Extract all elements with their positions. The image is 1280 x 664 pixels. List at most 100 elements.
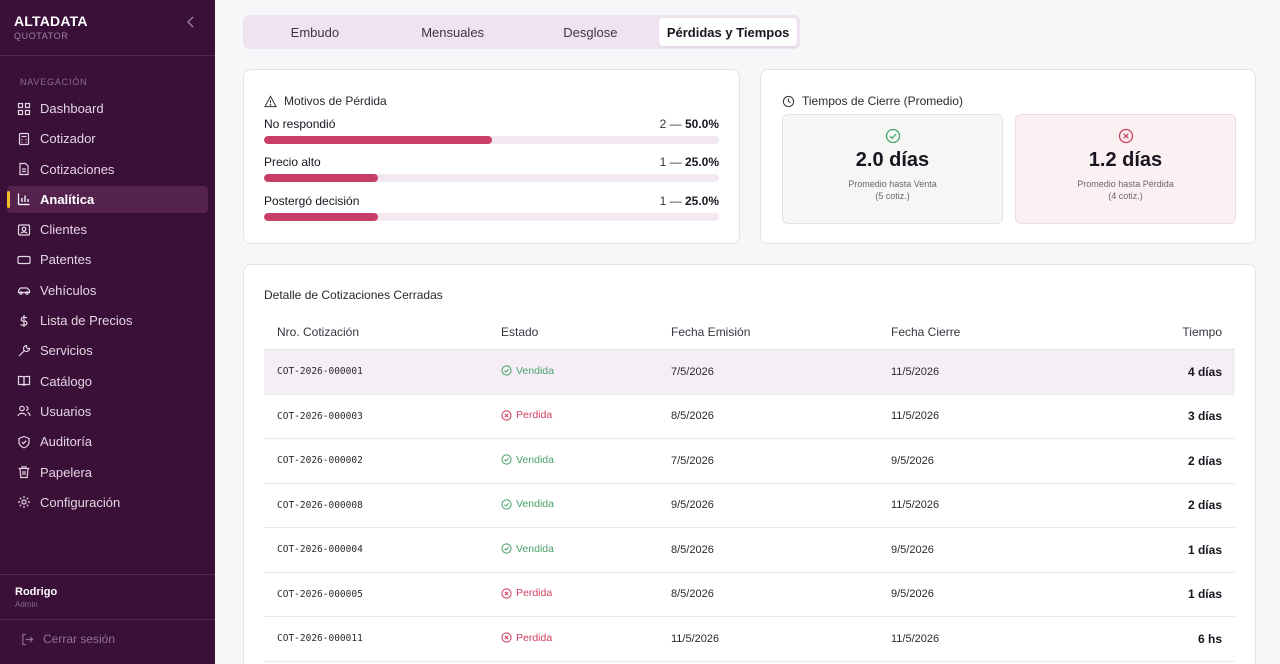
- tab-mensuales[interactable]: Mensuales: [421, 24, 485, 40]
- sidebar-item-label: Dashboard: [40, 101, 104, 116]
- elapsed-time: 2 días: [1187, 498, 1222, 513]
- table-row[interactable]: COT-2026-000005 Perdida 8/5/2026 9/5/2026 1 …: [264, 573, 1235, 617]
- avg-time-to-sale-value: 2.0 días: [855, 149, 930, 171]
- check-circle-icon: [501, 543, 512, 554]
- close-times-title: Tiempos de Cierre (Promedio): [782, 94, 963, 108]
- reason-count: 1 —: [659, 155, 682, 169]
- sidebar-item-dashboard[interactable]: Dashboard: [7, 95, 208, 122]
- loss-reason-row: Postergó decisión 1 — 25.0%: [264, 194, 719, 221]
- col-header-close-date[interactable]: Fecha Cierre: [891, 324, 961, 339]
- sidebar-item-cotizador[interactable]: Cotizador: [7, 125, 208, 152]
- sidebar-item-servicios[interactable]: Servicios: [7, 337, 208, 364]
- sidebar-item-clientes[interactable]: Clientes: [7, 216, 208, 243]
- avg-time-to-sale: 2.0 días Promedio hasta Venta (5 cotiz.): [782, 114, 1003, 224]
- avg-time-to-loss-label: Promedio hasta Pérdida (4 cotiz.): [1016, 178, 1235, 202]
- status-label: Perdida: [516, 587, 553, 599]
- collapse-sidebar-button[interactable]: [184, 16, 198, 32]
- status-label: Vendida: [516, 498, 554, 510]
- reason-count: 2 —: [659, 117, 682, 131]
- elapsed-time: 1 días: [1187, 542, 1222, 557]
- table-row[interactable]: COT-2026-000011 Perdida 11/5/2026 11/5/2026…: [264, 617, 1235, 662]
- user-name: Rodrigo: [15, 586, 58, 598]
- book-icon: [17, 374, 31, 388]
- closed-quotes-card: Detalle de Cotizaciones Cerradas Nro. Co…: [243, 264, 1256, 664]
- reason-stats: 1 — 25.0%: [660, 155, 719, 169]
- avg-time-to-sale-caption: Promedio hasta Venta: [848, 179, 937, 189]
- close-date: 11/5/2026: [891, 499, 940, 512]
- closed-quotes-title: Detalle de Cotizaciones Cerradas: [264, 288, 443, 302]
- status-badge: Vendida: [501, 454, 554, 466]
- logout-icon: [22, 633, 34, 645]
- reason-label: Precio alto: [264, 155, 321, 169]
- close-date: 9/5/2026: [891, 543, 934, 556]
- issue-date: 9/5/2026: [671, 499, 714, 512]
- check-circle-icon: [885, 128, 900, 144]
- table-row[interactable]: COT-2026-000008 Vendida 9/5/2026 11/5/2026 2…: [264, 484, 1235, 528]
- loss-reason-row: No respondió 2 — 50.0%: [264, 117, 719, 144]
- status-badge: Perdida: [501, 409, 552, 421]
- table-row[interactable]: COT-2026-000004 Vendida 8/5/2026 9/5/2026 1 …: [264, 528, 1235, 573]
- chevron-left-icon: [187, 16, 194, 28]
- nav-section-title: NAVEGACIÓN: [20, 77, 88, 87]
- close-date: 11/5/2026: [891, 365, 940, 378]
- quote-number: COT-2026-000003: [277, 410, 363, 422]
- close-date: 9/5/2026: [891, 454, 934, 467]
- car-icon: [17, 283, 31, 297]
- table-row[interactable]: COT-2026-000002 Vendida 7/5/2026 9/5/2026 2 …: [264, 439, 1235, 484]
- reason-percent: 25.0%: [684, 194, 719, 208]
- sidebar-item-catalogo[interactable]: Catálogo: [7, 368, 208, 395]
- sidebar-item-usuarios[interactable]: Usuarios: [7, 398, 208, 425]
- loss-reasons-title: Motivos de Pérdida: [264, 94, 387, 108]
- sidebar-item-configuracion[interactable]: Configuración: [7, 489, 208, 516]
- sidebar-item-cotizaciones[interactable]: Cotizaciones: [7, 156, 208, 183]
- reason-stats: 2 — 50.0%: [660, 117, 719, 131]
- col-header-time[interactable]: Tiempo: [1182, 324, 1222, 339]
- sidebar-item-label: Papelera: [40, 464, 93, 480]
- issue-date: 7/5/2026: [671, 454, 714, 467]
- reason-label: Postergó decisión: [264, 194, 360, 208]
- sidebar-item-label: Patentes: [40, 252, 92, 268]
- sidebar-item-auditoria[interactable]: Auditoría: [7, 428, 208, 455]
- wrench-icon: [17, 344, 31, 358]
- brand: ALTADATA QUOTATOR: [14, 13, 88, 41]
- sidebar-item-patentes[interactable]: Patentes: [7, 246, 208, 273]
- table-row[interactable]: COT-2026-000001 Vendida 7/5/2026 11/5/2026 4…: [264, 350, 1235, 395]
- status-label: Perdida: [516, 631, 553, 644]
- grid-icon: [17, 102, 31, 116]
- col-header-status[interactable]: Estado: [501, 324, 539, 339]
- id-card-icon: [17, 223, 31, 237]
- reason-stats: 1 — 25.0%: [660, 194, 719, 208]
- check-circle-icon: [501, 498, 512, 510]
- loss-reasons-card: Motivos de Pérdida No respondió 2 — 50.0…: [243, 69, 740, 244]
- user-role: Admin: [15, 600, 38, 609]
- quote-number: COT-2026-000004: [277, 544, 363, 556]
- elapsed-time: 3 días: [1187, 409, 1222, 424]
- table-body: COT-2026-000001 Vendida 7/5/2026 11/5/2026 4…: [264, 350, 1235, 662]
- quote-number: COT-2026-000001: [277, 366, 363, 378]
- sidebar-item-analitica[interactable]: Analítica: [7, 185, 208, 213]
- quote-number: COT-2026-000008: [277, 499, 363, 511]
- quote-number: COT-2026-000002: [277, 455, 363, 467]
- tab-perdidas-y-tiempos[interactable]: Pérdidas y Tiempos: [659, 18, 797, 46]
- issue-date: 7/5/2026: [671, 365, 714, 378]
- col-header-issue-date[interactable]: Fecha Emisión: [671, 324, 751, 339]
- col-header-quote-number[interactable]: Nro. Cotización: [277, 324, 360, 339]
- sidebar-divider: [0, 55, 215, 56]
- clock-icon: [782, 95, 795, 107]
- sidebar-item-label: Usuarios: [40, 403, 92, 419]
- close-times-title-text: Tiempos de Cierre (Promedio): [802, 94, 963, 108]
- check-circle-icon: [501, 365, 512, 376]
- sidebar-item-papelera[interactable]: Papelera: [7, 459, 208, 486]
- analytics-tabs: Embudo Mensuales Desglose Pérdidas y Tie…: [243, 15, 800, 49]
- sidebar-item-label: Cotizador: [40, 131, 96, 147]
- sidebar-item-vehiculos[interactable]: Vehículos: [7, 277, 208, 304]
- tab-embudo[interactable]: Embudo: [290, 24, 340, 40]
- avg-time-to-sale-label: Promedio hasta Venta (5 cotiz.): [783, 178, 1002, 202]
- logout-button[interactable]: Cerrar sesión: [21, 632, 115, 646]
- brand-subtitle: QUOTATOR: [14, 31, 69, 41]
- status-label: Vendida: [516, 453, 554, 466]
- tab-desglose[interactable]: Desglose: [563, 24, 618, 40]
- table-row[interactable]: COT-2026-000003 Perdida 8/5/2026 11/5/2026 3…: [264, 395, 1235, 439]
- sidebar-item-lista-de-precios[interactable]: Lista de Precios: [7, 307, 208, 334]
- issue-date: 11/5/2026: [671, 632, 720, 645]
